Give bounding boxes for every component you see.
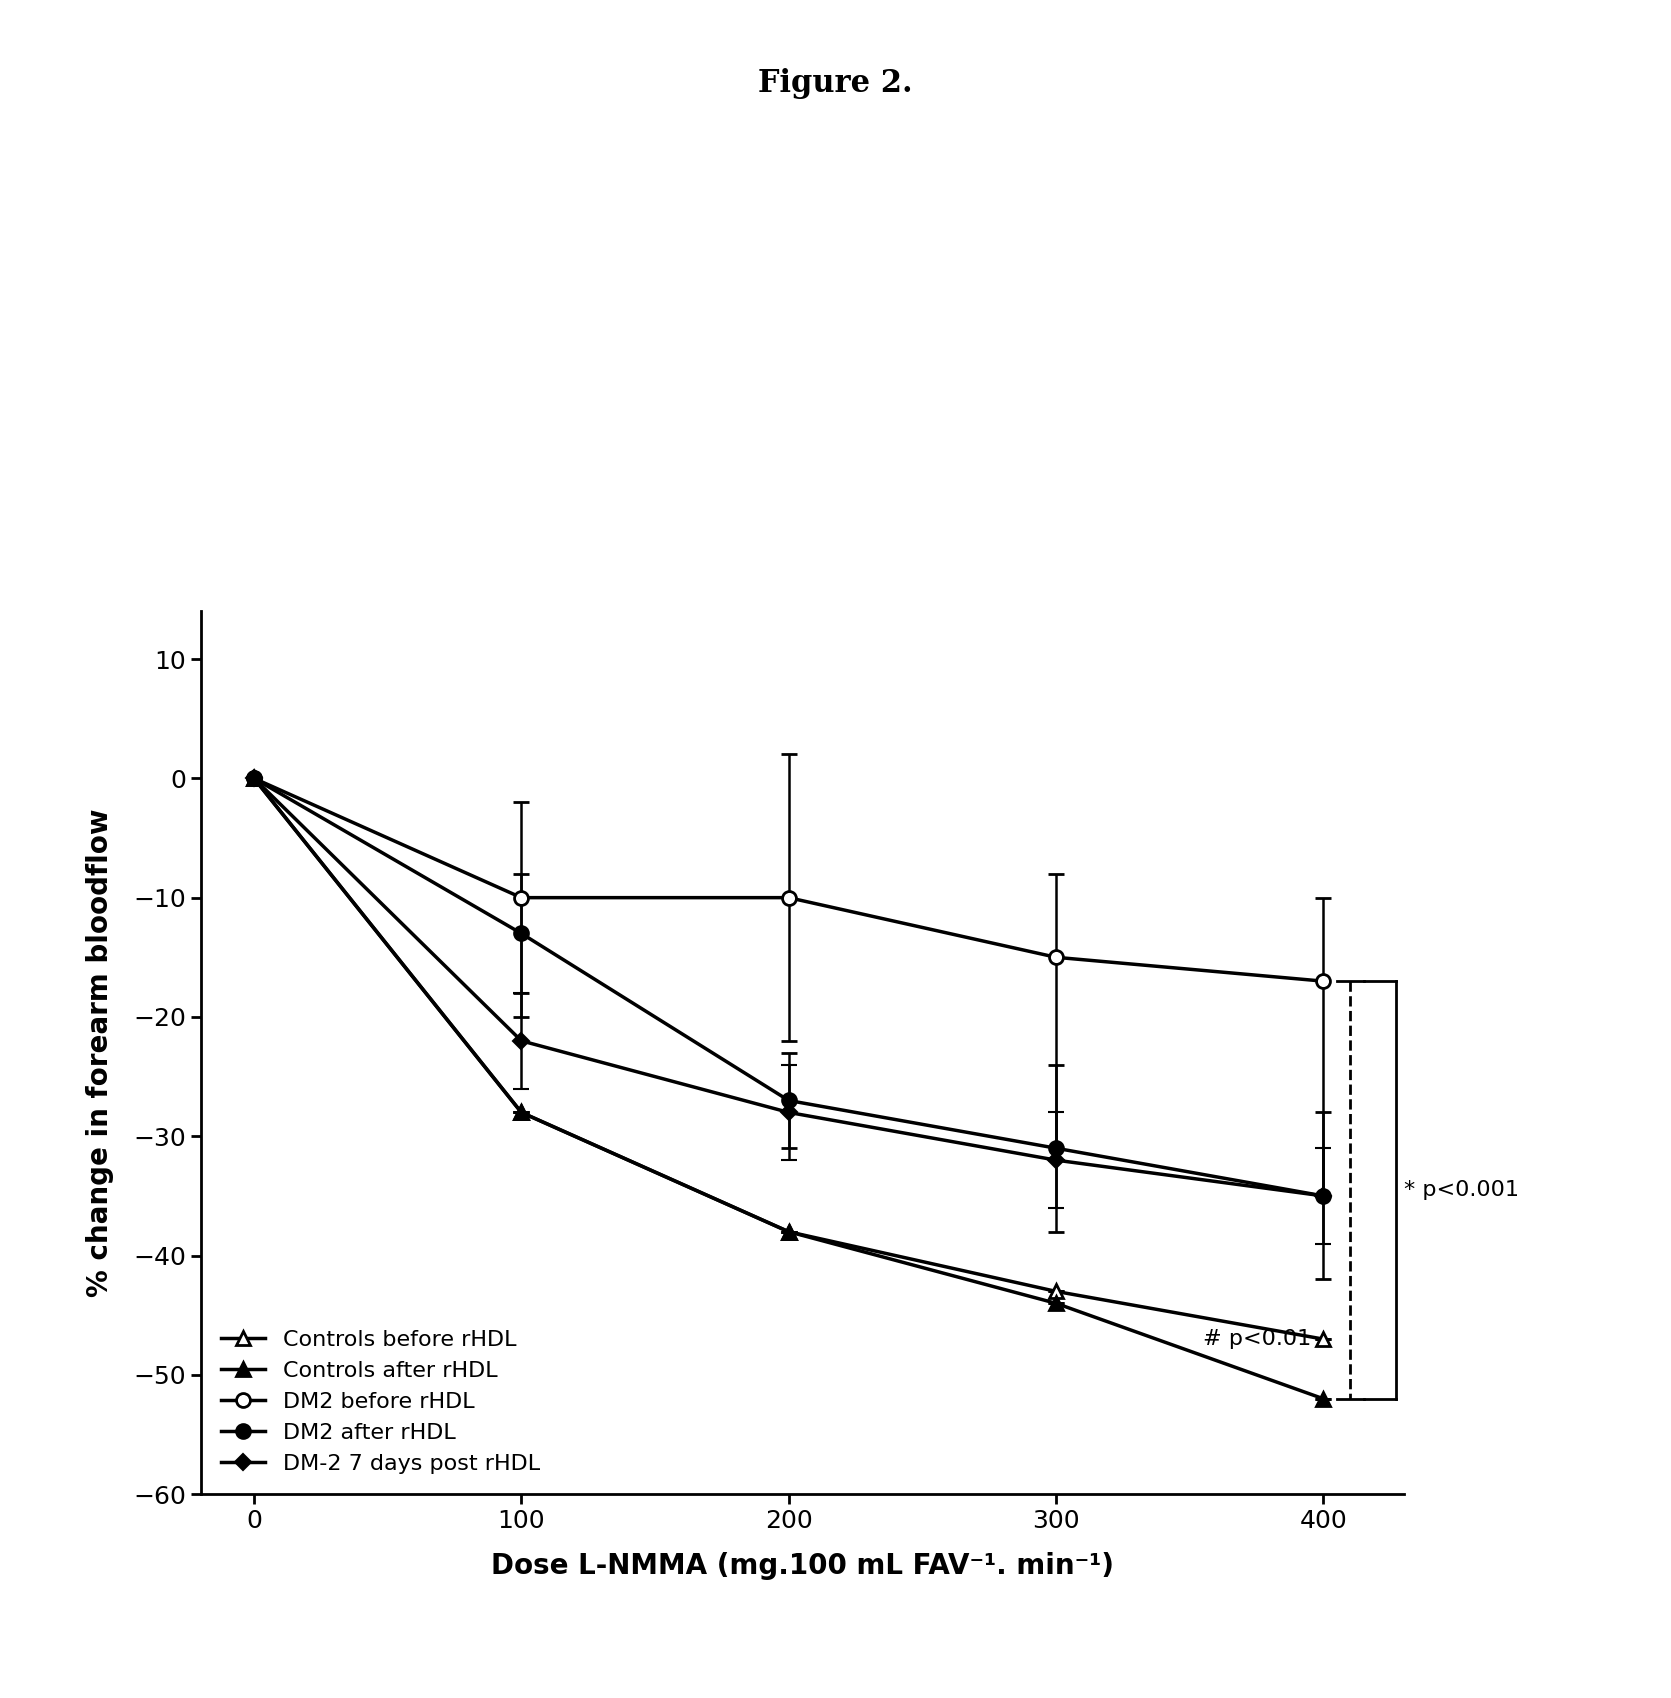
X-axis label: Dose L-NMMA (mg.100 mL FAV⁻¹. min⁻¹): Dose L-NMMA (mg.100 mL FAV⁻¹. min⁻¹) — [491, 1552, 1113, 1581]
Text: # p<0.01: # p<0.01 — [1203, 1330, 1312, 1350]
Y-axis label: % change in forearm bloodflow: % change in forearm bloodflow — [85, 808, 114, 1297]
Legend: Controls before rHDL, Controls after rHDL, DM2 before rHDL, DM2 after rHDL, DM-2: Controls before rHDL, Controls after rHD… — [212, 1321, 548, 1482]
Text: Figure 2.: Figure 2. — [759, 68, 912, 98]
Text: * p<0.001: * p<0.001 — [1404, 1180, 1519, 1200]
